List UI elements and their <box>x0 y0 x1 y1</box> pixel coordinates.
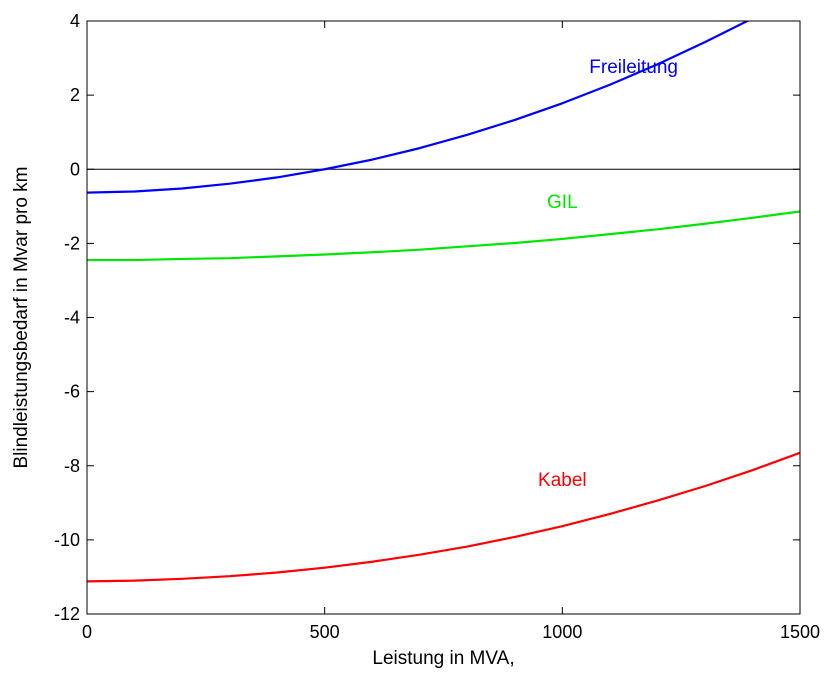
y-tick-label: 0 <box>70 159 80 179</box>
y-tick-label: -8 <box>64 456 80 476</box>
y-tick-label: 2 <box>70 85 80 105</box>
x-axis-title: Leistung in MVA, <box>372 648 514 669</box>
y-tick-label: -12 <box>54 604 80 624</box>
x-tick-label: 0 <box>82 622 92 642</box>
x-tick-label: 500 <box>310 622 340 642</box>
curve-label-layer: Freileitung GIL Kabel <box>538 57 678 491</box>
series-line-freileitung <box>87 21 750 194</box>
y-axis-title: Blindleistungsbedarf in Mvar pro km <box>11 166 32 468</box>
x-tick-label: 1500 <box>780 622 820 642</box>
y-tick-label: 4 <box>70 11 80 31</box>
series-line-kabel <box>87 451 800 583</box>
x-tick-label: 1000 <box>542 622 582 642</box>
y-tick-label: -4 <box>64 308 80 328</box>
curve-label-gil: GIL <box>547 192 578 213</box>
y-tick-label: -10 <box>54 530 80 550</box>
y-tick-label: -2 <box>64 233 80 253</box>
series-line-gil <box>87 210 800 262</box>
curve-label-freileitung: Freileitung <box>589 57 678 78</box>
series-layer <box>87 21 800 583</box>
tick-label-layer: 0 500 1000 1500 -12 -10 -8 -6 -4 -2 0 2 4 <box>54 11 820 642</box>
y-tick-label: -6 <box>64 382 80 402</box>
curve-label-kabel: Kabel <box>538 470 587 491</box>
tick-layer <box>86 20 801 615</box>
